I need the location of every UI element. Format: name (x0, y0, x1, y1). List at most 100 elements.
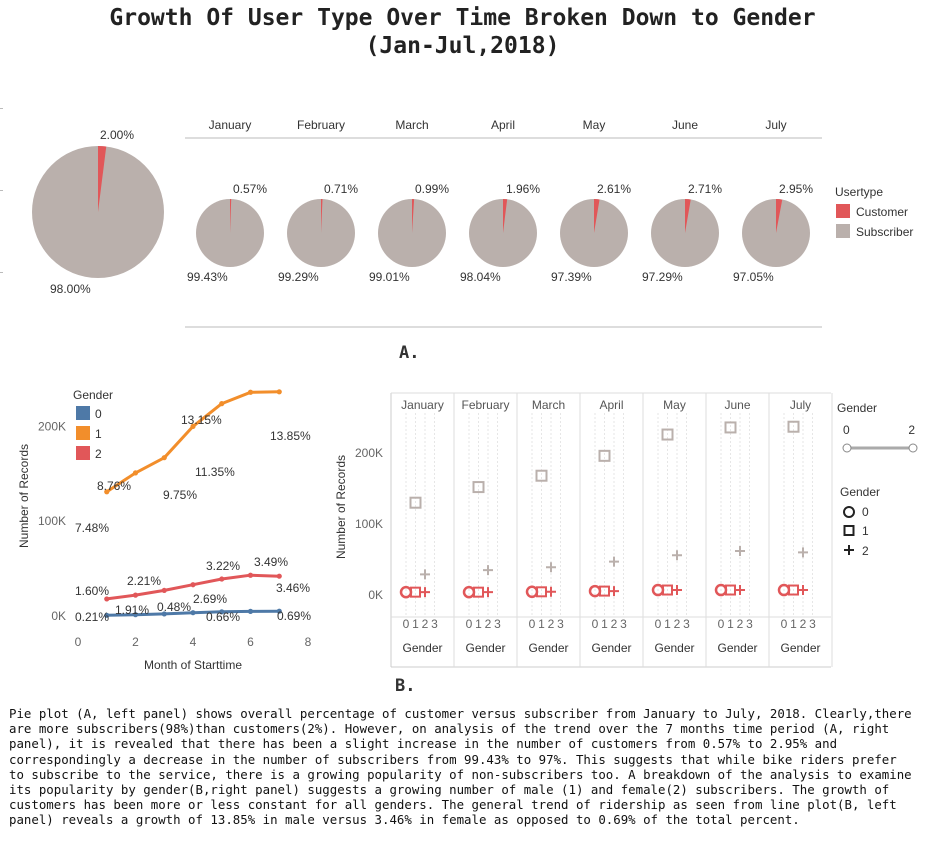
line-x-tick-label: 6 (247, 635, 254, 649)
month-subscriber-label: 98.04% (460, 270, 501, 284)
facet-x-tick-label: 2 (548, 617, 555, 631)
line-data-label: 11.35% (195, 465, 235, 479)
gender-0-point (104, 612, 110, 618)
shape-legend-square-icon (843, 525, 855, 536)
overall-customer-label: 2.00% (100, 128, 134, 142)
shape-legend-label-0: 0 (862, 505, 869, 519)
facet-x-tick-label: 1 (727, 617, 734, 631)
chart-subtitle: (Jan-Jul,2018) (365, 33, 560, 59)
gender-1-point (132, 470, 139, 476)
line-data-label: 3.22% (206, 559, 240, 573)
line-data-label: 8.76% (97, 479, 131, 493)
month-subscriber-label: 99.01% (369, 270, 410, 284)
facet-x-tick-label: 2 (611, 617, 618, 631)
facet-x-tick-label: 3 (809, 617, 816, 631)
facet-x-tick-label: 2 (422, 617, 429, 631)
month-pie-slice-customer (503, 199, 508, 233)
line-data-label: 13.15% (181, 413, 222, 427)
line-data-label: 0.21% (75, 610, 109, 624)
gender-2-point (247, 572, 254, 578)
gender-0-point (247, 608, 254, 614)
overall-pie-slice-customer (98, 146, 107, 212)
gender-1-point (247, 389, 254, 395)
facet-x-tick-label: 0 (718, 617, 725, 631)
facet-month-header: July (790, 398, 811, 412)
gender-0-point (161, 611, 167, 617)
line-data-label: 13.85% (270, 429, 311, 443)
line-data-label: 0.69% (277, 609, 311, 623)
line-x-axis-title: Month of Starttime (144, 658, 242, 672)
month-pie-slice-customer (685, 199, 691, 233)
shape-legend-plus-icon (844, 545, 854, 555)
facet-x-tick-label: 1 (790, 617, 797, 631)
month-pie-slice-customer (594, 199, 600, 233)
legend-swatch-customer (836, 204, 850, 218)
facet-x-axis-title: Gender (528, 641, 568, 655)
scatter-subscriber-plus (546, 562, 556, 573)
facet-x-tick-label: 3 (620, 617, 627, 631)
facet-month-header: February (461, 398, 509, 412)
month-subscriber-label: 97.29% (642, 270, 683, 284)
gender-color-swatch-1 (76, 426, 90, 440)
scatter-subscriber-plus (420, 569, 430, 580)
month-pie-slice-customer (230, 198, 232, 233)
chart-title-main: Growth Of User Type Over Time Broken Dow… (109, 5, 816, 31)
facet-x-tick-label: 2 (485, 617, 492, 631)
gender-1-point (190, 423, 196, 429)
line-y-axis-title: Number of Records (17, 444, 31, 548)
scatter-customer-plus (735, 585, 745, 596)
line-data-label: 0.48% (157, 600, 191, 614)
pie-month-header: March (395, 118, 428, 132)
line-data-label: 2.21% (127, 574, 161, 588)
pie-month-header: January (209, 118, 252, 132)
shape-legend-circle-icon (843, 506, 855, 518)
legend-swatch-subscriber (836, 224, 850, 238)
scatter-customer-circle (525, 585, 539, 599)
month-pie-slice-customer (321, 198, 323, 233)
facet-month-header: June (724, 398, 750, 412)
scatter-subscriber-square (787, 420, 800, 433)
facet-x-axis-title: Gender (717, 641, 757, 655)
gender-size-slider-min-handle (842, 443, 852, 453)
gender-0-point (190, 610, 196, 616)
chart-canvas: 2.00% 98.00% January 0.57% 99.43% February 0.7… (17, 118, 918, 672)
line-data-label: 3.49% (254, 555, 288, 569)
scatter-subscriber-square (472, 481, 485, 494)
pie-month-header: February (297, 118, 345, 132)
scatter-y-tick-label: 0K (368, 588, 383, 602)
month-pie-slice-customer (412, 199, 415, 233)
facet-x-tick-label: 0 (403, 617, 410, 631)
scatter-customer-plus (546, 586, 556, 597)
gender-1-point (276, 389, 282, 395)
pie-month-header: July (765, 118, 786, 132)
line-data-label: 0.66% (206, 610, 240, 624)
scatter-subscriber-plus (609, 556, 619, 567)
chart-title: Growth Of User Type Over Time Broken Dow… (0, 4, 925, 60)
line-data-label: 2.69% (193, 592, 227, 606)
facet-x-tick-label: 2 (737, 617, 744, 631)
edge-tick (0, 272, 3, 273)
gender-color-label-1: 1 (95, 427, 102, 441)
facet-x-tick-label: 1 (538, 617, 545, 631)
gender-2-point (161, 587, 167, 594)
legend-label-customer: Customer (856, 205, 908, 219)
facet-x-axis-title: Gender (402, 641, 442, 655)
line-data-label: 7.48% (75, 521, 109, 535)
gender-1-line (105, 390, 280, 494)
gender-2-point (132, 592, 139, 598)
scatter-subscriber-square (535, 469, 548, 482)
gender-color-legend-title: Gender (73, 388, 113, 402)
facet-x-tick-label: 3 (683, 617, 690, 631)
pie-month-header: April (491, 118, 515, 132)
panel-label-a: A. (399, 343, 420, 363)
scatter-customer-plus (483, 587, 493, 598)
month-customer-label: 0.57% (233, 182, 267, 196)
scatter-y-tick-label: 100K (355, 517, 383, 531)
facet-x-axis-title: Gender (591, 641, 631, 655)
facet-x-tick-label: 3 (746, 617, 753, 631)
usertype-legend-title: Usertype (835, 185, 883, 199)
scatter-customer-plus (672, 585, 682, 596)
facet-x-tick-label: 3 (557, 617, 564, 631)
facet-x-tick-label: 0 (655, 617, 662, 631)
scatter-subscriber-plus (672, 550, 682, 561)
